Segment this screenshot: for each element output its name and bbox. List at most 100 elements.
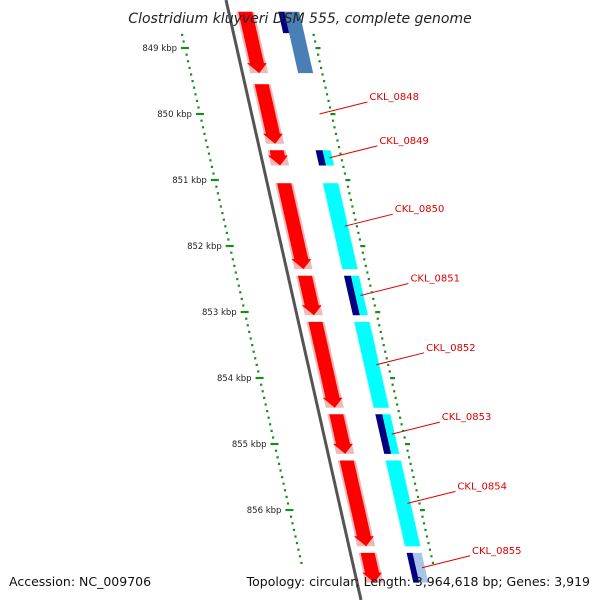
cog-track-tick <box>334 132 338 135</box>
kbp-minor-tick <box>204 139 208 142</box>
kbp-minor-tick <box>270 429 273 432</box>
kbp-minor-tick <box>221 212 224 215</box>
kbp-minor-tick <box>219 205 222 208</box>
kbp-minor-tick <box>210 165 214 168</box>
cog-track-tick <box>369 284 372 287</box>
kbp-minor-tick <box>215 185 218 188</box>
gene-label: CKL_0853 <box>442 412 492 423</box>
kbp-tick-label: 853 kbp <box>202 308 237 318</box>
kbp-minor-tick <box>225 231 228 234</box>
cog-track-tick <box>316 53 320 56</box>
kbp-minor-tick <box>245 317 248 320</box>
kbp-tick-label: 849 kbp <box>142 44 177 54</box>
cog-track-tick <box>318 60 321 63</box>
genome-summary-text: Topology: circular; Length: 3,964,618 bp… <box>246 574 590 589</box>
cog-track-tick <box>372 297 375 300</box>
cog-track-tick <box>349 198 353 201</box>
kbp-minor-tick <box>197 106 200 109</box>
cog-track-tick <box>328 106 332 109</box>
kbp-minor-tick <box>209 159 212 162</box>
cog-block <box>382 414 400 454</box>
cog-block <box>315 150 327 166</box>
cog-track-tick <box>340 159 344 162</box>
cog-block <box>412 552 429 583</box>
kbp-minor-tick <box>249 337 252 340</box>
cog-track-tick <box>375 311 381 314</box>
kbp-tick-label: 854 kbp <box>217 374 252 384</box>
kbp-minor-tick <box>294 535 297 538</box>
kbp-minor-tick <box>194 93 197 96</box>
kbp-minor-tick <box>242 304 245 307</box>
kbp-minor-tick <box>216 192 220 195</box>
cog-track-tick <box>348 192 351 195</box>
cog-track-tick <box>357 231 360 234</box>
cog-track-tick <box>397 410 400 413</box>
cog-track-tick <box>379 330 382 333</box>
kbp-minor-tick <box>236 278 239 281</box>
cog-track-tick <box>354 218 357 221</box>
cds-arrow <box>254 84 283 144</box>
cog-track-tick <box>352 212 355 215</box>
cog-track-tick <box>378 324 381 327</box>
cog-track-tick <box>403 436 406 439</box>
kbp-minor-tick <box>231 258 234 261</box>
gene-label: CKL_0852 <box>426 343 476 354</box>
kbp-minor-tick <box>254 357 257 360</box>
gene-label-leader <box>375 352 425 366</box>
kbp-minor-tick <box>218 198 221 201</box>
kbp-minor-tick <box>240 297 243 300</box>
cog-track-tick <box>325 93 329 96</box>
cog-track-tick <box>376 317 379 320</box>
kbp-minor-tick <box>257 370 260 373</box>
gene-label: CKL_0855 <box>472 546 522 557</box>
gene-label: CKL_0849 <box>379 136 429 147</box>
cog-track-tick <box>342 165 345 168</box>
cog-track-tick <box>430 555 433 558</box>
cog-track-tick <box>431 561 435 564</box>
cog-track-tick <box>399 416 402 419</box>
kbp-minor-tick <box>297 548 300 551</box>
gene-label-leader <box>421 555 471 569</box>
kbp-tick-label: 852 kbp <box>187 242 222 252</box>
cog-track-tick <box>384 350 387 353</box>
kbp-minor-tick <box>191 80 194 83</box>
kbp-minor-tick <box>201 126 205 129</box>
cog-track-tick <box>390 377 396 380</box>
cog-track-tick <box>396 403 399 406</box>
cog-track-tick <box>416 495 420 498</box>
cog-track-tick <box>419 509 425 512</box>
gene-label-leader <box>319 101 368 115</box>
kbp-minor-tick <box>272 436 275 439</box>
cog-track-tick <box>400 423 403 426</box>
cog-track-tick <box>410 469 414 472</box>
kbp-minor-tick <box>263 396 266 399</box>
kbp-ruler: 849 kbp 850 kbp 851 kbp 852 kbp 853 kbp 854 k… <box>142 33 303 564</box>
cog-track-tick <box>345 179 351 182</box>
kbp-minor-tick <box>286 502 290 505</box>
kbp-minor-tick <box>283 489 287 492</box>
cog-track-tick <box>425 535 429 538</box>
cog-track-tick <box>394 396 397 399</box>
cog-track-tick <box>331 119 335 122</box>
cog-track-tick <box>351 205 354 208</box>
cog-track-tick <box>385 357 388 360</box>
cog-track-tick <box>324 86 327 89</box>
cog-track-tick <box>421 515 424 518</box>
cds-arrow <box>277 183 312 270</box>
cog-track-tick <box>406 449 409 452</box>
kbp-tick-label: 851 kbp <box>172 176 207 186</box>
cog-track-tick <box>314 40 317 43</box>
gene-label-leader <box>391 421 440 435</box>
cog-block <box>385 460 421 547</box>
accession-text: Accession: NC_009706 <box>9 574 151 589</box>
kbp-minor-tick <box>188 66 191 69</box>
cds-arrow <box>308 321 343 408</box>
cog-track-tick <box>407 456 411 459</box>
cds-arrow <box>329 414 353 454</box>
cog-block <box>354 321 389 408</box>
kbp-minor-tick <box>264 403 267 406</box>
cog-track-tick <box>424 528 427 531</box>
kbp-minor-tick <box>195 99 199 102</box>
kbp-minor-tick <box>212 172 215 175</box>
kbp-minor-tick <box>248 330 251 333</box>
